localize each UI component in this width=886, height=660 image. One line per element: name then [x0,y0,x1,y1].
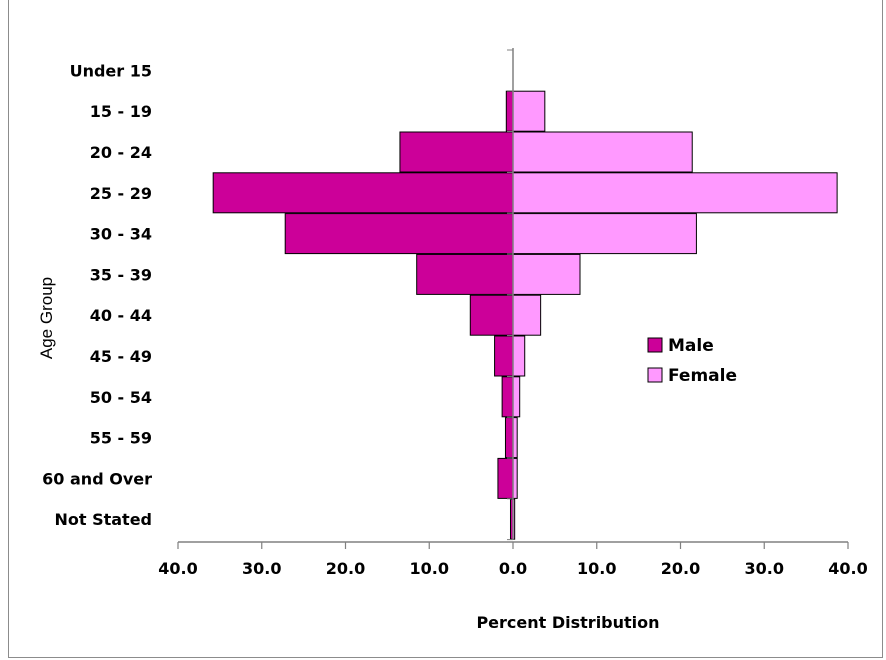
x-axis-title: Percent Distribution [476,613,659,632]
x-tick-label: 20.0 [661,559,700,578]
bar-male [469,294,514,336]
y-tick-label: 40 - 44 [90,306,152,325]
bar-female [512,213,697,255]
bar-female [512,376,521,418]
y-tick-label: 30 - 34 [90,225,152,244]
legend-label-female: Female [668,366,737,386]
y-tick-label: Not Stated [54,510,152,529]
bar-male [494,335,514,377]
bar-male [399,131,514,173]
chart-frame [8,0,883,658]
y-tick-label: 50 - 54 [90,388,152,407]
x-tick-label: 10.0 [577,559,616,578]
y-tick-label: 35 - 39 [90,265,152,284]
x-tick-label: 30.0 [242,559,281,578]
y-tick-label: 20 - 24 [90,143,152,162]
bar-female [512,131,693,173]
y-tick-label: 55 - 59 [90,429,152,448]
bar-female [512,294,542,336]
bar-female [512,90,546,132]
legend-swatch-female [647,367,663,383]
y-axis-title: Age Group [37,277,56,359]
female-bars [512,90,838,540]
x-tick-label: 0.0 [499,559,527,578]
y-tick-label: 45 - 49 [90,347,152,366]
male-bars [212,90,514,540]
x-tick-label: 20.0 [326,559,365,578]
bar-male [212,172,514,214]
x-tick-label: 10.0 [410,559,449,578]
bar-male [505,90,514,132]
x-tick-label: 40.0 [828,559,867,578]
bar-female [512,172,838,214]
bar-female [512,335,526,377]
bar-male [416,253,514,295]
y-axis-category-labels: Under 15 15 - 19 20 - 24 25 - 29 30 - 34 35 -… [42,49,513,541]
legend-swatch-male [647,337,663,353]
bar-male [284,213,514,255]
y-tick-label: 60 and Over [42,469,152,488]
legend: Male Female [647,336,737,386]
x-axis: 40.0 30.0 20.0 10.0 0.0 10.0 20.0 30.0 40.0 [158,541,868,578]
bar-male [504,417,514,459]
bar-male [497,457,514,499]
y-tick-label: 15 - 19 [90,102,152,121]
bar-female [512,253,581,295]
y-tick-label: Under 15 [70,61,152,80]
legend-label-male: Male [668,336,714,356]
x-tick-label: 40.0 [158,559,197,578]
y-tick-label: 25 - 29 [90,184,152,203]
x-tick-label: 30.0 [745,559,784,578]
bar-male [501,376,514,418]
